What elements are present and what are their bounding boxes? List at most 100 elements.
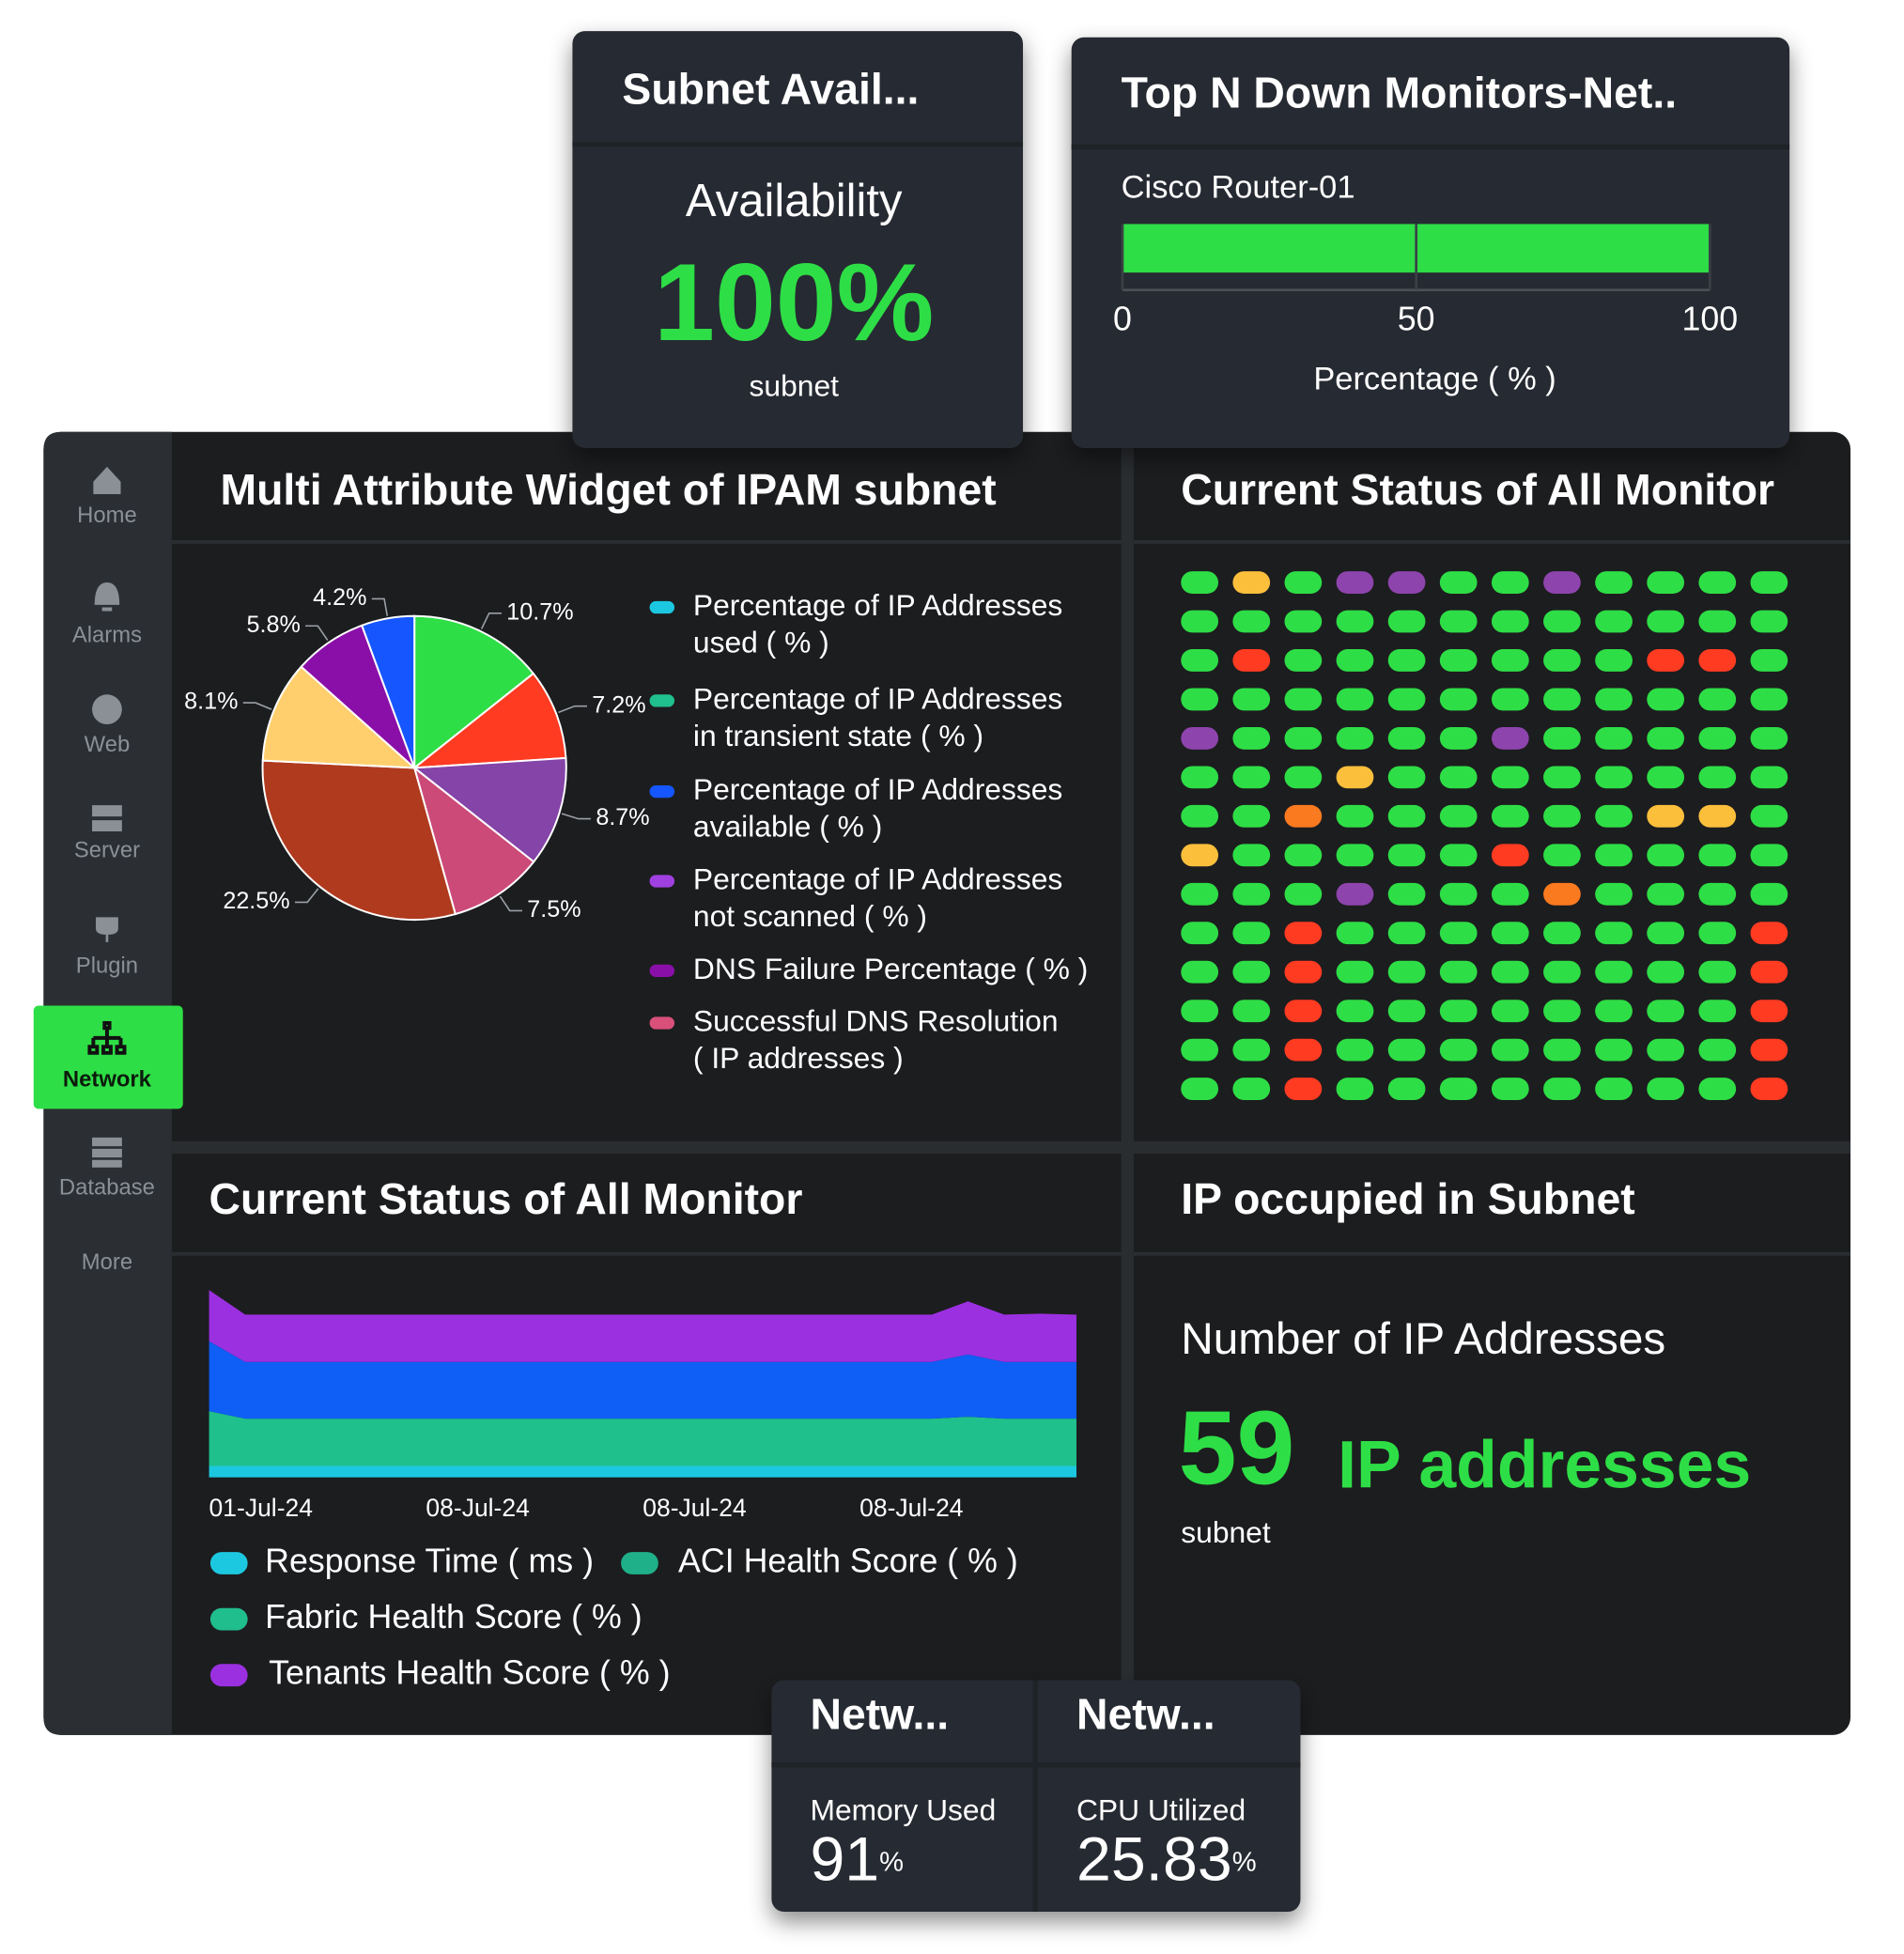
unit: % — [837, 240, 935, 364]
status-dot — [1284, 571, 1323, 594]
status-dot — [1284, 726, 1323, 750]
status-dot — [1491, 882, 1529, 906]
status-dot — [1232, 804, 1271, 828]
nav-label[interactable]: Database — [59, 1175, 155, 1201]
ip-unit: IP addresses — [1338, 1428, 1751, 1503]
pie-slice — [261, 665, 417, 769]
x-tick-label: 0 — [1113, 300, 1132, 337]
status-dot — [1595, 922, 1633, 945]
header-line — [1133, 539, 1851, 544]
status-dot — [1491, 1000, 1529, 1023]
status-dot — [1698, 688, 1737, 711]
legend-label: ACI Health Score ( % ) — [678, 1542, 1018, 1579]
status-dot — [1647, 804, 1685, 828]
status-dot — [1750, 922, 1788, 945]
status-dot — [1543, 766, 1581, 789]
status-dot — [1543, 882, 1581, 906]
nav-icon — [93, 466, 121, 494]
header-line — [171, 1251, 1122, 1256]
status-dot — [1750, 960, 1788, 984]
legend-label: Percentage of IP Addresses — [693, 861, 1062, 895]
status-dot — [1750, 766, 1788, 789]
nav-active[interactable] — [33, 1005, 183, 1109]
status-dot — [1387, 766, 1426, 789]
status-dot — [1387, 844, 1426, 867]
status-dot — [1595, 649, 1633, 672]
status-dot — [1439, 726, 1478, 750]
value: 91 — [810, 1824, 879, 1894]
status-dot — [1647, 766, 1685, 789]
status-dot — [1336, 1038, 1374, 1062]
value: 100 — [654, 240, 837, 364]
status-dot — [1232, 922, 1271, 945]
status-dot — [1181, 766, 1219, 789]
status-dot — [1439, 766, 1478, 789]
nav-label[interactable]: Alarms — [72, 622, 142, 647]
status-dot — [1336, 766, 1374, 789]
nav-label[interactable]: More — [82, 1249, 132, 1275]
status-dot — [1543, 960, 1581, 984]
status-dot — [1595, 688, 1633, 711]
status-dot — [1232, 610, 1271, 633]
status-dot — [1750, 844, 1788, 867]
status-dot — [1181, 649, 1219, 672]
nav-label[interactable]: Home — [77, 503, 137, 528]
status-dot — [1387, 649, 1426, 672]
status-dot — [1647, 844, 1685, 867]
status-dot — [1439, 960, 1478, 984]
status-dot — [1595, 766, 1633, 789]
status-dot — [1336, 804, 1374, 828]
status-dot — [1439, 1078, 1478, 1101]
area — [209, 1290, 1076, 1362]
nav-label[interactable]: Plugin — [76, 954, 138, 979]
status-dot — [1439, 610, 1478, 633]
panel-title: IP occupied in Subnet — [1181, 1174, 1634, 1223]
card-label: CPU Utilized — [1076, 1792, 1246, 1826]
status-dot — [1698, 766, 1737, 789]
status-dot — [1543, 688, 1581, 711]
status-dot — [1387, 1000, 1426, 1023]
nav-label[interactable]: Web — [85, 732, 131, 757]
card-value: 100% — [654, 240, 934, 364]
status-dot — [1439, 1000, 1478, 1023]
status-dot — [1387, 882, 1426, 906]
card-caption: subnet — [750, 369, 840, 403]
legend-label: ( IP addresses ) — [693, 1041, 904, 1075]
status-dot — [1336, 960, 1374, 984]
status-dot — [1750, 571, 1788, 594]
area — [209, 1466, 1076, 1478]
pie-slice — [411, 672, 567, 769]
nav-label[interactable]: Server — [74, 837, 140, 862]
status-dot — [1698, 882, 1737, 906]
status-dot — [1543, 649, 1581, 672]
legend-label: Percentage of IP Addresses — [693, 772, 1062, 806]
status-dot — [1698, 1038, 1737, 1062]
legend-marker — [209, 1552, 248, 1574]
status-dot — [1387, 960, 1426, 984]
status-dot — [1284, 649, 1323, 672]
status-dot — [1647, 649, 1685, 672]
status-dot — [1387, 922, 1426, 945]
status-dot — [1647, 1038, 1685, 1062]
status-dot — [1647, 1000, 1685, 1023]
status-dot — [1387, 1038, 1426, 1062]
subnet-card — [572, 31, 1024, 448]
status-dot — [1595, 726, 1633, 750]
status-dot — [1336, 571, 1374, 594]
status-dot — [1336, 610, 1374, 633]
status-dot — [1232, 571, 1271, 594]
status-dot — [1698, 960, 1737, 984]
nav-label[interactable]: Network — [63, 1066, 152, 1092]
status-dot — [1284, 960, 1323, 984]
status-dot — [1387, 1078, 1426, 1101]
status-dot — [1698, 804, 1737, 828]
status-dot — [1336, 649, 1374, 672]
status-dot — [1232, 1078, 1271, 1101]
status-dot — [1336, 688, 1374, 711]
status-dot — [1491, 649, 1529, 672]
status-dot — [1491, 844, 1529, 867]
status-dot — [1647, 571, 1685, 594]
status-dot — [1543, 726, 1581, 750]
x-tick-label: 08-Jul-24 — [642, 1494, 746, 1522]
